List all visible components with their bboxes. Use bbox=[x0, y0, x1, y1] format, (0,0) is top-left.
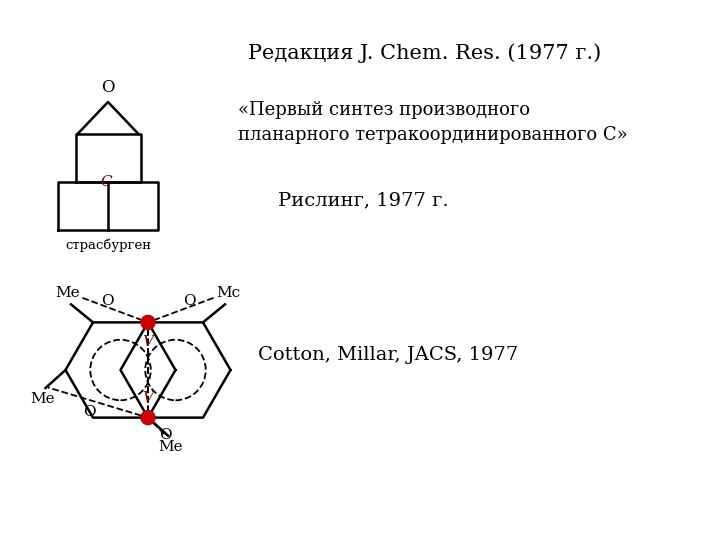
Text: Me: Me bbox=[30, 392, 55, 406]
Text: O: O bbox=[158, 428, 171, 442]
Text: Me: Me bbox=[55, 286, 81, 300]
Text: V: V bbox=[143, 391, 153, 405]
Text: O: O bbox=[102, 79, 114, 96]
Circle shape bbox=[141, 315, 155, 329]
Text: O: O bbox=[101, 294, 113, 308]
Text: O: O bbox=[183, 294, 195, 308]
Text: Me: Me bbox=[158, 440, 184, 454]
Text: страсбурген: страсбурген bbox=[65, 238, 151, 252]
Text: O: O bbox=[84, 404, 96, 418]
Text: планарного тетракоординированного С»: планарного тетракоординированного С» bbox=[238, 126, 628, 144]
Text: Cotton, Millar, JACS, 1977: Cotton, Millar, JACS, 1977 bbox=[258, 346, 518, 364]
Text: Mc: Mc bbox=[216, 286, 240, 300]
Text: Редакция J. Chem. Res. (1977 г.): Редакция J. Chem. Res. (1977 г.) bbox=[248, 43, 601, 63]
Text: C: C bbox=[100, 175, 112, 189]
Text: V: V bbox=[143, 335, 153, 349]
Text: «Первый синтез производного: «Первый синтез производного bbox=[238, 101, 530, 119]
Circle shape bbox=[141, 410, 155, 424]
Text: Рислинг, 1977 г.: Рислинг, 1977 г. bbox=[278, 191, 449, 209]
